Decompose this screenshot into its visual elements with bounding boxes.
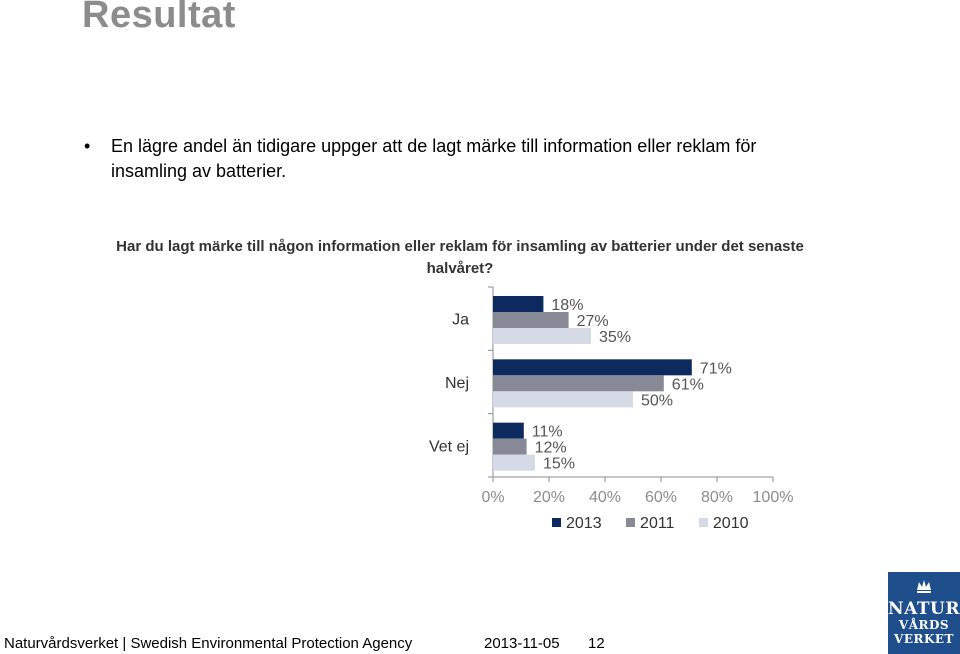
bar-2011 [493, 375, 664, 392]
data-label-2011: 27% [577, 313, 609, 330]
legend-swatch-2011 [626, 518, 636, 527]
bar-2011 [493, 312, 569, 328]
bar-2013 [493, 359, 692, 376]
legend-item-2011: 2011 [626, 515, 674, 533]
logo-text-line1: NATUR [888, 599, 960, 619]
page-number: 12 [588, 635, 605, 652]
legend-label-2010: 2010 [712, 515, 749, 532]
x-tick-label: 0% [481, 489, 504, 506]
bar-2010 [493, 391, 633, 408]
category-label: Ja [452, 312, 469, 329]
data-label-2010: 50% [641, 392, 673, 409]
legend-swatch-2010 [698, 518, 708, 527]
bullet-text: En lägre andel än tidigare uppger att de… [111, 136, 757, 181]
legend-item-2013: 2013 [552, 515, 602, 533]
logo-text-line3: VERKET [894, 632, 954, 646]
data-label-2011: 61% [672, 376, 704, 393]
slide-title: Resultat [82, 0, 236, 36]
bullet-icon: • [84, 136, 91, 156]
footer-organization: Naturvårdsverket | Swedish Environmental… [4, 635, 413, 652]
data-label-2010: 35% [599, 329, 631, 346]
naturvardsverket-logo: NATUR VÅRDS VERKET [888, 572, 960, 654]
crown-icon [917, 580, 931, 593]
chart-legend: 2013 2011 2010 [552, 515, 769, 533]
chart-title: Har du lagt märke till någon information… [116, 238, 804, 277]
bar-2010 [493, 328, 591, 344]
x-tick-label: 60% [645, 489, 677, 506]
bar-2013 [493, 296, 544, 312]
footer-date: 2013-11-05 [484, 635, 560, 652]
data-label-2011: 12% [535, 440, 567, 457]
logo-text-line2: VÅRDS [898, 618, 950, 632]
data-label-2010: 15% [543, 456, 575, 473]
data-label-2013: 18% [551, 297, 583, 314]
x-tick-label: 20% [533, 489, 565, 506]
bar-2010 [493, 454, 535, 471]
x-tick-label: 100% [753, 489, 794, 506]
legend-swatch-2013 [552, 518, 561, 527]
x-tick-label: 40% [589, 489, 621, 506]
legend-label-2011: 2011 [640, 515, 675, 532]
bar-2013 [493, 422, 524, 439]
x-tick-label: 80% [701, 489, 733, 506]
data-label-2013: 71% [700, 360, 732, 377]
data-label-2013: 11% [532, 424, 563, 441]
legend-item-2010: 2010 [698, 515, 749, 533]
bar-2011 [493, 438, 527, 455]
legend-label-2013: 2013 [566, 515, 602, 532]
category-label: Vet ej [429, 438, 469, 455]
category-label: Nej [445, 375, 469, 392]
